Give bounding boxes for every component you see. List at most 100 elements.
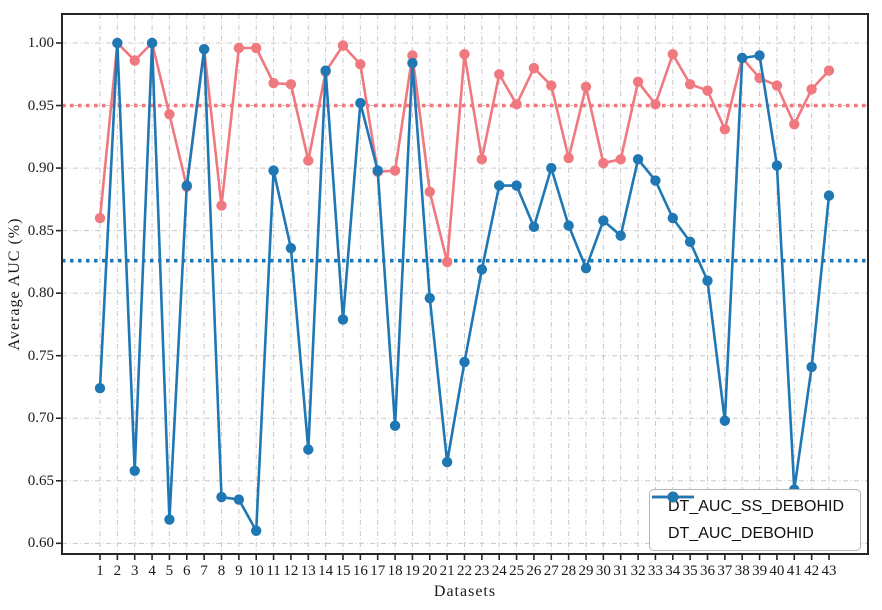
data-point bbox=[702, 275, 713, 286]
x-tick-label: 30 bbox=[595, 563, 611, 579]
legend-marker-blue bbox=[652, 491, 694, 503]
x-tick-label: 31 bbox=[613, 563, 629, 579]
data-point bbox=[823, 190, 835, 201]
x-tick-label: 23 bbox=[474, 563, 490, 579]
series-dt_auc_ss_debohid bbox=[94, 37, 835, 268]
data-point bbox=[476, 154, 488, 165]
data-point bbox=[129, 465, 140, 476]
x-tick-label: 17 bbox=[370, 563, 386, 579]
data-point bbox=[129, 55, 140, 66]
data-point bbox=[441, 256, 453, 268]
data-point bbox=[684, 236, 696, 248]
y-tick-label: 0.85 bbox=[27, 222, 54, 239]
data-point bbox=[337, 314, 349, 325]
series-dt_auc_debohid bbox=[94, 37, 835, 537]
x-tick-label: 36 bbox=[699, 563, 715, 579]
data-point bbox=[789, 119, 800, 130]
legend-label: DT_AUC_SS_DEBOHID bbox=[668, 497, 845, 515]
data-point bbox=[580, 262, 592, 274]
data-point bbox=[494, 69, 505, 80]
data-point bbox=[337, 40, 349, 51]
x-tick-label: 4 bbox=[148, 563, 156, 579]
x-tick-label: 42 bbox=[804, 563, 820, 579]
y-tick-label: 0.95 bbox=[27, 97, 54, 114]
data-point bbox=[806, 84, 817, 95]
data-point bbox=[511, 180, 522, 191]
x-tick-label: 29 bbox=[578, 563, 594, 579]
x-tick-label: 26 bbox=[526, 563, 542, 579]
x-tick-label: 3 bbox=[130, 563, 139, 579]
data-point bbox=[684, 79, 696, 90]
x-ticks bbox=[99, 554, 830, 560]
data-point bbox=[667, 212, 678, 224]
data-point bbox=[146, 37, 158, 49]
data-point bbox=[285, 242, 297, 254]
x-tick-label: 27 bbox=[543, 563, 559, 579]
x-tick-label: 39 bbox=[752, 563, 768, 579]
data-point bbox=[598, 157, 609, 169]
data-point bbox=[632, 76, 644, 87]
data-point bbox=[598, 215, 609, 226]
x-tick-label: 32 bbox=[630, 563, 646, 579]
data-point bbox=[667, 49, 678, 60]
data-point bbox=[251, 525, 262, 537]
y-tick-label: 0.80 bbox=[27, 285, 54, 302]
data-point bbox=[563, 220, 574, 231]
data-point bbox=[806, 361, 817, 373]
data-point bbox=[424, 186, 435, 198]
data-point bbox=[511, 99, 522, 110]
x-tick-label: 7 bbox=[200, 563, 208, 579]
x-tick-label: 34 bbox=[665, 563, 681, 579]
data-point bbox=[702, 85, 713, 96]
data-point bbox=[476, 264, 488, 275]
y-tick-label: 1.00 bbox=[27, 35, 54, 51]
x-tick-label: 5 bbox=[165, 563, 174, 579]
x-tick-label: 41 bbox=[786, 563, 802, 579]
data-point bbox=[650, 99, 661, 110]
data-point bbox=[216, 200, 227, 211]
x-tick-label: 25 bbox=[509, 563, 525, 579]
x-tick-label: 37 bbox=[717, 563, 733, 579]
y-tick-label: 0.70 bbox=[27, 410, 54, 427]
x-tick-label: 19 bbox=[404, 563, 420, 579]
data-point bbox=[719, 415, 731, 426]
data-point bbox=[563, 152, 574, 164]
data-point bbox=[459, 356, 470, 368]
data-point bbox=[407, 57, 418, 69]
data-point bbox=[164, 514, 175, 525]
data-point bbox=[94, 212, 106, 224]
data-point bbox=[754, 50, 765, 61]
data-point bbox=[528, 221, 540, 233]
y-tick-label: 0.75 bbox=[27, 347, 54, 364]
data-point bbox=[615, 230, 626, 241]
x-tick-label: 9 bbox=[235, 563, 243, 579]
data-point bbox=[251, 42, 262, 54]
legend-item-debohid: DT_AUC_DEBOHID bbox=[652, 491, 854, 543]
x-tick-label: 12 bbox=[283, 563, 299, 579]
data-point bbox=[303, 155, 314, 166]
data-point bbox=[198, 44, 210, 55]
data-point bbox=[459, 49, 470, 60]
data-point bbox=[181, 180, 192, 191]
data-point bbox=[546, 80, 557, 91]
x-tick-label: 40 bbox=[769, 563, 785, 579]
data-point bbox=[719, 124, 731, 135]
x-tick-label: 6 bbox=[183, 563, 191, 579]
x-tick-label: 21 bbox=[439, 563, 455, 579]
y-gridlines bbox=[62, 42, 868, 544]
x-tick-label: 35 bbox=[682, 563, 698, 579]
data-point bbox=[424, 292, 435, 304]
y-tick-label: 0.65 bbox=[27, 472, 54, 489]
x-axis-title: Datasets bbox=[433, 583, 497, 600]
data-point bbox=[528, 62, 540, 74]
x-tick-label: 13 bbox=[300, 563, 316, 579]
x-tick-label: 24 bbox=[491, 563, 507, 579]
data-point bbox=[494, 180, 505, 191]
data-point bbox=[320, 65, 331, 76]
x-tick-label: 28 bbox=[561, 563, 577, 579]
data-point bbox=[233, 494, 245, 505]
data-point bbox=[303, 444, 314, 455]
data-point bbox=[268, 77, 279, 89]
data-point bbox=[737, 52, 748, 64]
